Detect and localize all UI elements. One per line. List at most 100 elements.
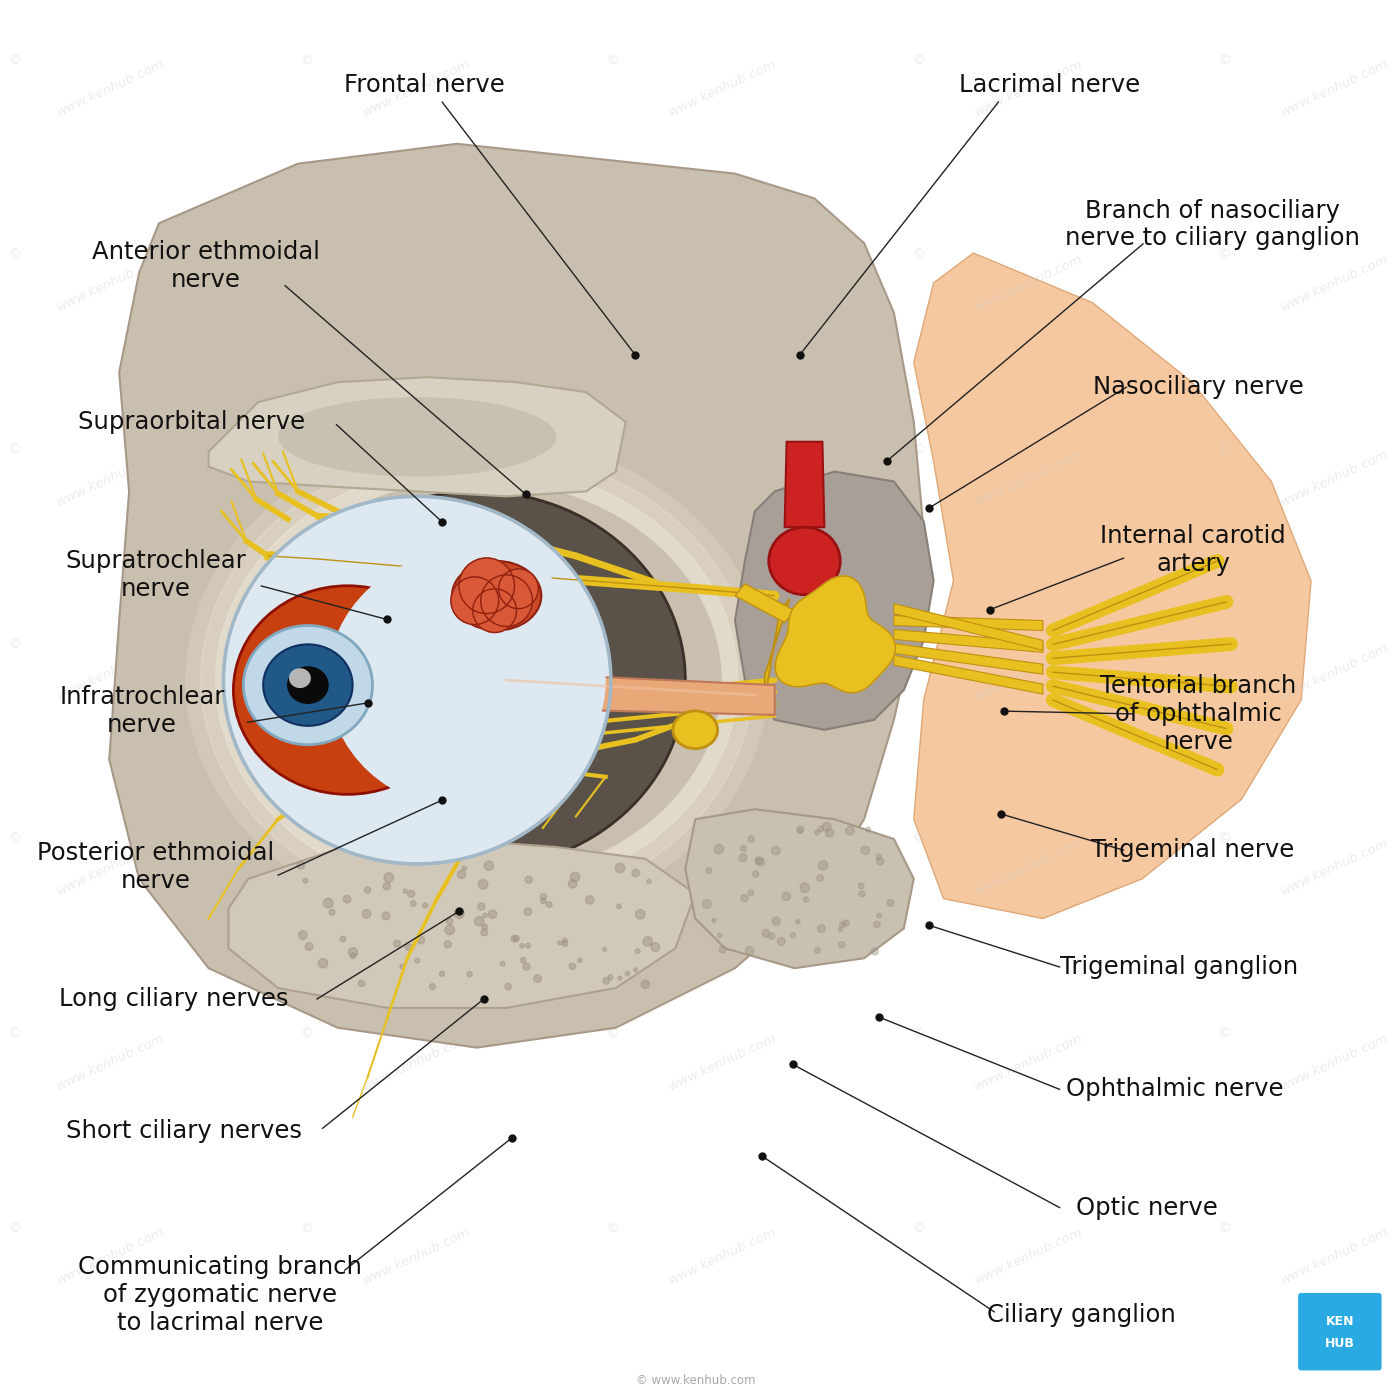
Text: www.kenhub.com: www.kenhub.com [973, 252, 1085, 314]
Text: ©: © [1217, 442, 1231, 456]
Circle shape [858, 883, 864, 889]
Text: ©: © [7, 832, 21, 846]
Text: www.kenhub.com: www.kenhub.com [666, 447, 780, 508]
Ellipse shape [288, 668, 311, 687]
Text: Anterior ethmoidal
nerve: Anterior ethmoidal nerve [92, 241, 319, 293]
Text: www.kenhub.com: www.kenhub.com [55, 447, 168, 508]
Circle shape [720, 946, 727, 953]
Circle shape [384, 882, 391, 890]
Circle shape [804, 897, 809, 902]
Ellipse shape [234, 585, 462, 794]
Text: www.kenhub.com: www.kenhub.com [973, 836, 1085, 897]
Circle shape [482, 930, 487, 935]
Text: www.kenhub.com: www.kenhub.com [361, 641, 473, 703]
Circle shape [876, 854, 882, 860]
Text: Trigeminal ganglion: Trigeminal ganglion [1060, 955, 1298, 979]
Circle shape [822, 822, 832, 832]
Text: ©: © [911, 248, 924, 262]
Text: ©: © [7, 637, 21, 651]
Polygon shape [914, 253, 1310, 918]
Circle shape [651, 942, 659, 952]
Text: ©: © [7, 53, 21, 67]
Text: © www.kenhub.com: © www.kenhub.com [636, 1373, 755, 1387]
Text: www.kenhub.com: www.kenhub.com [666, 252, 780, 314]
Circle shape [739, 854, 748, 862]
Circle shape [302, 878, 308, 883]
Circle shape [713, 918, 715, 923]
FancyBboxPatch shape [1298, 1294, 1382, 1371]
Circle shape [818, 924, 825, 932]
Polygon shape [109, 144, 924, 1047]
Text: ©: © [7, 248, 21, 262]
Text: www.kenhub.com: www.kenhub.com [1278, 252, 1392, 314]
Text: www.kenhub.com: www.kenhub.com [361, 447, 473, 508]
Text: www.kenhub.com: www.kenhub.com [55, 1225, 168, 1287]
Circle shape [585, 896, 594, 904]
Circle shape [818, 875, 823, 881]
Circle shape [447, 918, 452, 924]
Text: www.kenhub.com: www.kenhub.com [55, 57, 168, 119]
Text: ©: © [1217, 1221, 1231, 1235]
Circle shape [846, 826, 854, 834]
Circle shape [407, 890, 414, 897]
Circle shape [479, 879, 487, 889]
Text: Ciliary ganglion: Ciliary ganglion [987, 1302, 1176, 1327]
Circle shape [647, 879, 651, 883]
Text: ©: © [300, 248, 312, 262]
Circle shape [631, 869, 640, 876]
Circle shape [473, 589, 517, 633]
Circle shape [840, 921, 846, 928]
Ellipse shape [279, 398, 556, 476]
Circle shape [769, 932, 774, 939]
Circle shape [475, 917, 484, 925]
Circle shape [861, 846, 869, 854]
Circle shape [815, 830, 820, 834]
Circle shape [364, 888, 371, 893]
Text: ©: © [911, 1026, 924, 1040]
Circle shape [703, 900, 711, 909]
Text: Branch of nasociliary
nerve to ciliary ganglion: Branch of nasociliary nerve to ciliary g… [1065, 199, 1359, 251]
Circle shape [298, 931, 307, 939]
Circle shape [748, 836, 755, 841]
Text: www.kenhub.com: www.kenhub.com [666, 57, 780, 119]
Text: www.kenhub.com: www.kenhub.com [666, 836, 780, 897]
Polygon shape [764, 599, 790, 699]
Circle shape [634, 967, 637, 972]
Text: Trigeminal nerve: Trigeminal nerve [1092, 839, 1295, 862]
Text: ©: © [605, 1221, 619, 1235]
Circle shape [451, 577, 498, 624]
Circle shape [826, 829, 833, 837]
Circle shape [819, 861, 827, 869]
Polygon shape [895, 603, 1043, 651]
Text: ©: © [300, 1221, 312, 1235]
Text: ©: © [1217, 832, 1231, 846]
Text: ©: © [911, 53, 924, 67]
Circle shape [363, 910, 371, 918]
Text: Short ciliary nerves: Short ciliary nerves [66, 1119, 301, 1142]
Text: www.kenhub.com: www.kenhub.com [1278, 57, 1392, 119]
Circle shape [540, 893, 546, 900]
Polygon shape [735, 472, 934, 729]
Circle shape [511, 935, 518, 942]
Circle shape [505, 983, 511, 990]
Ellipse shape [769, 528, 840, 595]
Text: www.kenhub.com: www.kenhub.com [1278, 836, 1392, 897]
Circle shape [484, 861, 494, 871]
Polygon shape [228, 839, 696, 1008]
Ellipse shape [673, 711, 718, 749]
Ellipse shape [287, 666, 329, 704]
Text: HUB: HUB [1324, 1337, 1355, 1350]
Circle shape [570, 963, 575, 970]
Circle shape [561, 941, 568, 946]
Ellipse shape [269, 491, 686, 869]
Circle shape [603, 977, 609, 984]
Circle shape [617, 976, 622, 980]
Circle shape [871, 948, 878, 955]
Ellipse shape [244, 626, 372, 745]
Circle shape [305, 942, 314, 951]
Text: ©: © [300, 832, 312, 846]
Text: ©: © [911, 442, 924, 456]
Circle shape [568, 879, 577, 888]
Circle shape [318, 959, 328, 967]
Circle shape [839, 927, 843, 931]
